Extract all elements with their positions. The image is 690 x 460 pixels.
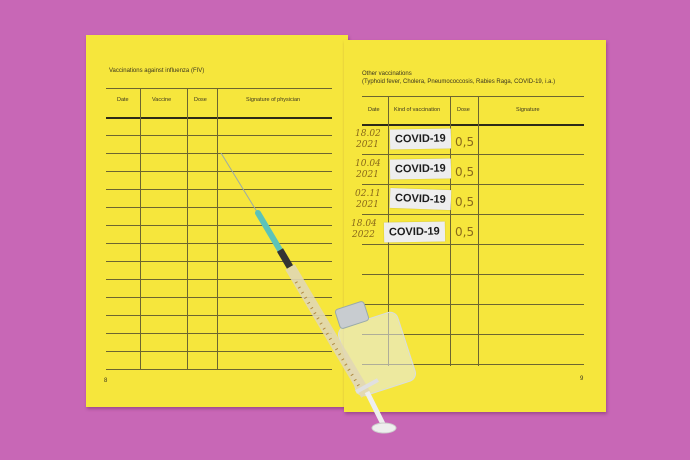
dose-value: 0,5 xyxy=(455,135,475,149)
col-date: Date xyxy=(117,97,129,103)
page-number: 8 xyxy=(104,378,108,384)
page-number: 9 xyxy=(580,376,584,382)
date-line2: 2021 xyxy=(356,170,379,180)
left-page: Vaccinations against influenza (FIV) Dat… xyxy=(86,35,348,407)
col-signature: Signature of physician xyxy=(246,97,301,103)
col-date: Date xyxy=(368,107,380,113)
col-kind: Kind of vaccination xyxy=(394,107,441,113)
date-line1: 18.02 xyxy=(355,129,381,139)
dose-value: 0,5 xyxy=(455,225,475,239)
right-page-title: Other vaccinations xyxy=(362,71,412,77)
date-line1: 02.11 xyxy=(355,189,381,199)
col-dose: Dose xyxy=(194,97,207,103)
dose-value: 0,5 xyxy=(455,195,475,209)
date-line2: 2021 xyxy=(356,140,379,150)
date-line1: 18.04 xyxy=(351,219,377,229)
col-dose: Dose xyxy=(457,107,470,113)
date-line2: 2021 xyxy=(356,200,379,210)
left-page-title: Vaccinations against influenza (FIV) xyxy=(109,68,205,74)
col-signature: Signature xyxy=(516,107,540,113)
col-vaccine: Vaccine xyxy=(152,97,172,103)
dose-value: 0,5 xyxy=(455,165,475,179)
right-page-subtitle: (Typhoid fever, Cholera, Pneumococcosis,… xyxy=(362,79,556,85)
date-line1: 10.04 xyxy=(355,159,381,169)
syringe xyxy=(220,152,397,434)
date-line2: 2022 xyxy=(352,230,375,240)
